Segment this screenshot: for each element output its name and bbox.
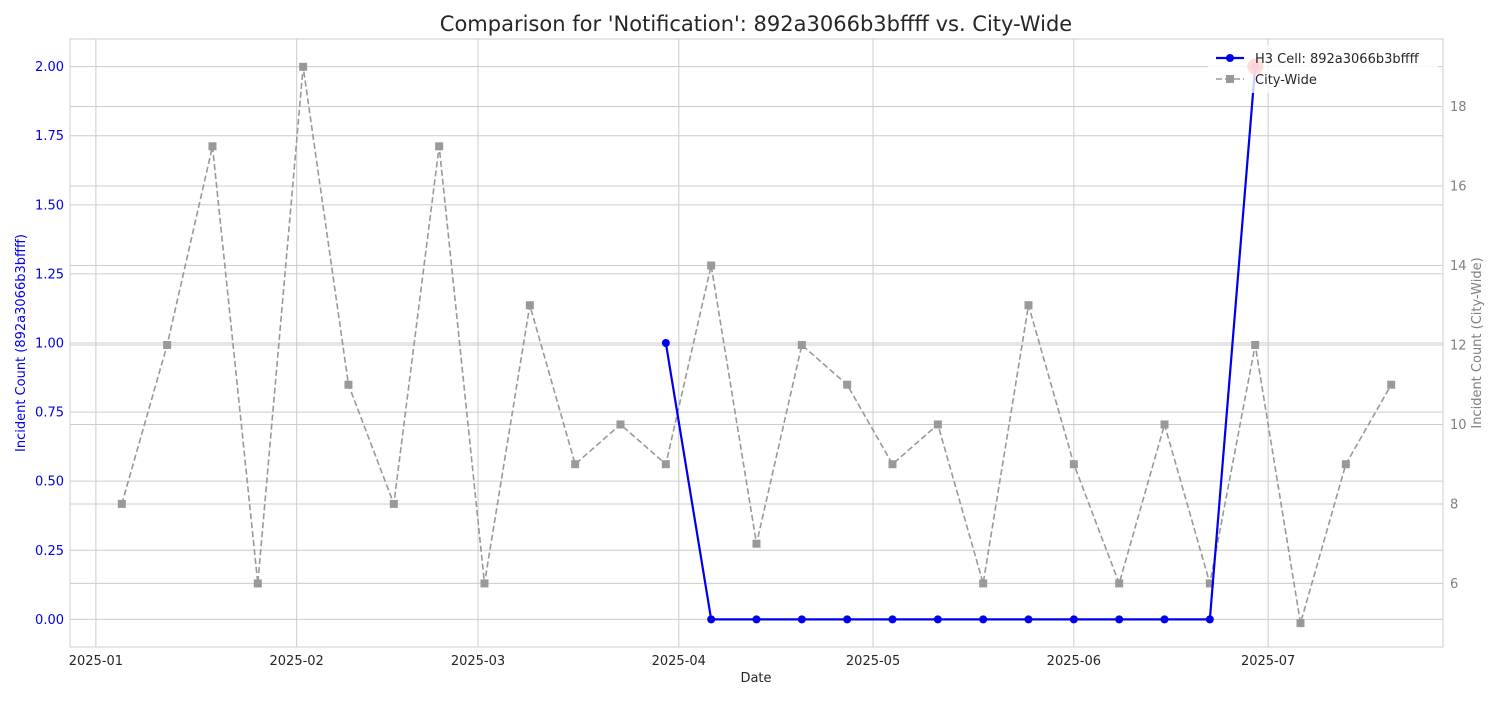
y-left-tick-label: 1.75	[35, 129, 64, 144]
city-wide-point	[117, 499, 126, 508]
y-left-tick-label: 1.25	[35, 267, 64, 282]
city-wide-point	[1341, 460, 1350, 469]
y-left-tick-label: 0.50	[35, 475, 64, 490]
h3-cell-point	[979, 615, 988, 624]
y-left-tick-label: 1.50	[35, 198, 64, 213]
city-wide-point	[1160, 420, 1169, 429]
h3-cell-point	[933, 615, 942, 624]
legend-label-h3-cell: H3 Cell: 892a3066b3bffff	[1255, 52, 1420, 67]
city-wide-point	[888, 460, 897, 469]
y-right-tick-label: 18	[1450, 100, 1467, 115]
y-right-tick-label: 10	[1450, 418, 1467, 433]
legend: H3 Cell: 892a3066b3bffff City-Wide	[1208, 45, 1438, 93]
y-left-tick-label: 2.00	[35, 60, 64, 75]
h3-cell-point	[1205, 615, 1214, 624]
legend-entry-h3-cell: H3 Cell: 892a3066b3bffff	[1216, 52, 1420, 67]
city-wide-point	[1387, 380, 1396, 389]
city-wide-point	[525, 301, 534, 310]
h3-cell-point	[843, 615, 852, 624]
h3-cell-point	[661, 339, 670, 347]
legend-label-city-wide: City-Wide	[1255, 73, 1317, 88]
x-tick-label: 2025-01	[69, 654, 123, 669]
city-wide-point	[344, 380, 353, 389]
y-axis-right-label: Incident Count (City-Wide)	[1470, 257, 1485, 428]
city-wide-point	[1024, 301, 1033, 310]
city-wide-point	[480, 579, 489, 588]
y-right-tick-label: 16	[1450, 180, 1467, 195]
x-tick-label: 2025-02	[270, 654, 324, 669]
y-right-tick-label: 14	[1450, 259, 1467, 274]
x-tick-label: 2025-05	[846, 654, 900, 669]
city-wide-point	[979, 579, 988, 588]
city-wide-point	[253, 579, 262, 588]
h3-cell-point	[752, 615, 761, 624]
h3-cell-point	[1024, 615, 1033, 624]
city-wide-point	[1115, 579, 1124, 588]
y-right-tick-label: 8	[1450, 497, 1458, 512]
city-wide-point	[616, 420, 625, 429]
legend-marker-city-wide	[1226, 75, 1234, 83]
city-wide-point	[571, 460, 580, 469]
city-wide-point	[933, 420, 942, 429]
y-axis-left-label: Incident Count (892a3066b3bffff)	[14, 234, 29, 452]
h3-cell-point	[1115, 615, 1124, 624]
h3-cell-line	[664, 66, 1257, 621]
h3-cell-point	[1160, 615, 1169, 624]
city-wide-point	[163, 340, 172, 349]
city-wide-point	[208, 142, 217, 151]
y-left-tick-label: 1.00	[35, 337, 64, 352]
city-wide-point	[299, 62, 308, 71]
city-wide-point	[1296, 619, 1305, 628]
x-tick-label: 2025-04	[652, 654, 706, 669]
y-right-tick-label: 6	[1450, 577, 1458, 592]
city-wide-point	[435, 142, 444, 151]
x-tick-label: 2025-06	[1047, 654, 1101, 669]
city-wide-point	[843, 380, 852, 389]
legend-marker-h3-cell	[1226, 54, 1234, 62]
h3-cell-point	[707, 615, 716, 624]
h3-cell-point	[1069, 615, 1078, 624]
legend-box	[1208, 45, 1438, 93]
x-axis-label: Date	[740, 671, 771, 686]
h3-cell-point	[888, 615, 897, 624]
grid	[70, 39, 1443, 647]
city-wide-point	[797, 340, 806, 349]
y-left-tick-label: 0.00	[35, 613, 64, 628]
city-wide-point	[661, 460, 670, 469]
city-wide-point	[1069, 460, 1078, 469]
city-wide-point	[752, 539, 761, 548]
x-tick-label: 2025-07	[1241, 654, 1295, 669]
y-left-tick-label: 0.75	[35, 406, 64, 421]
x-tick-label: 2025-03	[451, 654, 505, 669]
axes: 2025-01 2025-02 2025-03 2025-04 2025-05 2025-…	[35, 60, 1467, 669]
city-wide-point	[1251, 340, 1260, 349]
city-wide-point	[1205, 579, 1214, 588]
city-wide-point	[707, 261, 716, 270]
h3-cell-point	[797, 615, 806, 624]
y-right-tick-label: 12	[1450, 338, 1467, 353]
chart-title: Comparison for 'Notification': 892a3066b…	[440, 12, 1072, 36]
city-wide-point	[389, 499, 398, 508]
legend-entry-city-wide: City-Wide	[1216, 73, 1317, 88]
y-left-tick-label: 0.25	[35, 544, 64, 559]
